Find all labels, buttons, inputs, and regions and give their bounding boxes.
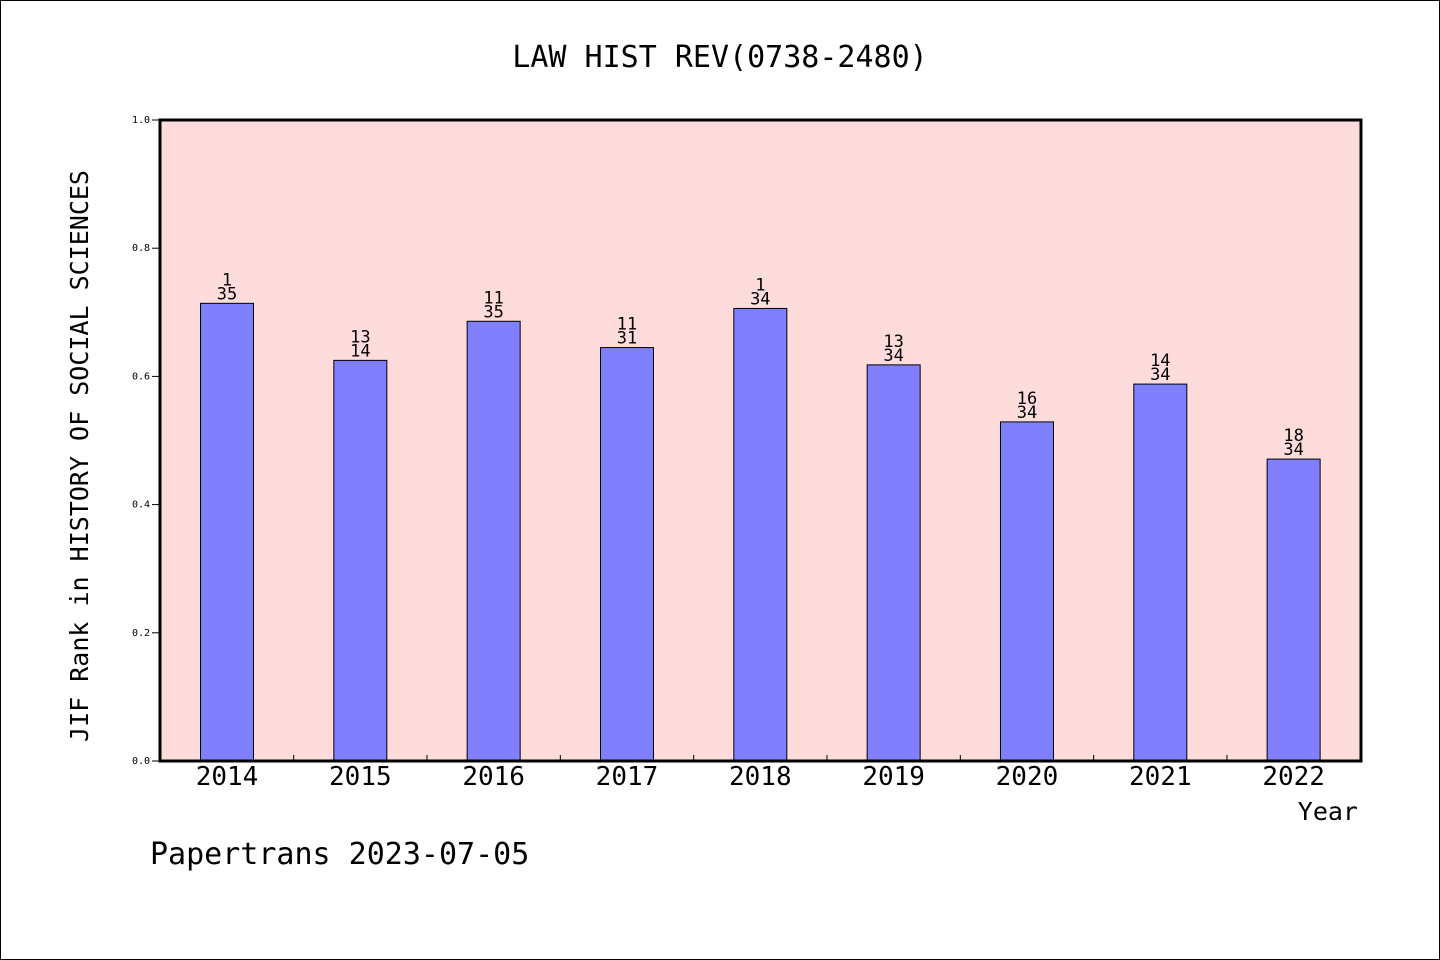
x-ticks-group: 2014 2015 2016 2017 2018 2019 2020 2021 2022 [196,755,1325,792]
bar-2014 [200,302,254,762]
footer-text: Papertrans 2023-07-05 [150,837,529,872]
bar-2020 [999,421,1054,762]
bar-rank-label: 11 [483,288,503,308]
bar-rank-label: 13 [883,332,903,352]
bar-2015 [333,359,388,762]
y-tick-label: 0.0 [132,756,150,767]
x-tick-label: 2017 [596,762,659,792]
x-tick-label: 2018 [729,762,792,792]
x-tick-label: 2015 [329,762,392,792]
bar-2018 [733,307,788,762]
bar-rank-label: 16 [1017,389,1037,409]
bar-rank-label: 1 [755,275,765,295]
x-tick-label: 2020 [996,762,1059,792]
bar-total-label: 35 [217,284,237,304]
bar-2017 [599,347,654,762]
y-tick-label: 1.0 [132,115,150,126]
bar-rank-label: 18 [1283,426,1303,446]
bar-rank-label: 14 [1150,351,1170,371]
bars-group [200,302,1321,762]
bar-2021 [1133,383,1188,762]
y-tick-label: 0.4 [132,500,150,511]
bar-rank-label: 1 [222,270,232,290]
x-axis-label: Year [1298,797,1358,826]
x-tick-label: 2021 [1129,762,1192,792]
bar-total-label: 31 [617,329,637,349]
y-tick-label: 0.8 [132,243,150,254]
bar-total-label: 34 [1017,403,1037,423]
bar-total-label: 34 [1283,440,1303,460]
y-tick-label: 0.6 [132,371,150,382]
bar-total-label: 34 [883,346,903,366]
bar-total-label: 14 [350,341,370,361]
bar-rank-label: 13 [350,327,370,347]
x-tick-label: 2019 [862,762,925,792]
bar-total-label: 34 [750,289,770,309]
x-tick-label: 2016 [462,762,525,792]
bar-2016 [466,320,521,762]
y-tick-label: 0.2 [132,628,150,639]
bar-total-label: 34 [1150,365,1170,385]
plot-border [158,118,1363,763]
bar-2019 [866,364,921,762]
y-ticks-group: 0.0 0.2 0.4 0.6 0.8 1.0 [132,115,160,767]
x-tick-label: 2014 [196,762,259,792]
y-axis-label: JIF Rank in HISTORY OF SOCIAL SCIENCES [65,170,94,742]
chart-title: LAW HIST REV(0738-2480) [512,40,927,75]
bar-total-label: 35 [483,302,503,322]
x-tick-label: 2022 [1262,762,1325,792]
bar-rank-label: 11 [617,315,637,335]
bar-2022 [1266,458,1321,762]
